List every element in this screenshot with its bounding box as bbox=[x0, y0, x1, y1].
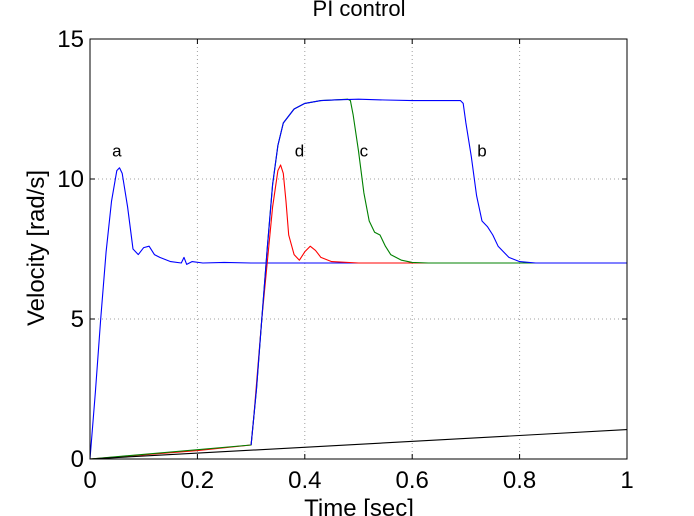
y-tick-label: 10 bbox=[57, 166, 84, 193]
annotation-d: d bbox=[295, 142, 304, 161]
grid-lines bbox=[90, 39, 627, 459]
series-line-2 bbox=[89, 164, 627, 460]
series-layer bbox=[89, 98, 628, 460]
y-axis-label: Velocity [rad/s] bbox=[23, 170, 50, 326]
x-tick-label: 0 bbox=[83, 467, 96, 494]
annotation-c: c bbox=[360, 142, 369, 161]
y-tick-label: 0 bbox=[71, 446, 84, 473]
y-tick-label: 15 bbox=[57, 26, 84, 53]
annotation-a: a bbox=[112, 142, 122, 161]
chart-title: PI control bbox=[313, 0, 406, 21]
x-tick-label: 0.8 bbox=[503, 467, 536, 494]
series-line-3 bbox=[89, 98, 627, 460]
series-line-4 bbox=[250, 98, 627, 446]
series-line-5 bbox=[89, 429, 628, 460]
x-axis-label: Time [sec] bbox=[304, 495, 414, 516]
plot-area-frame bbox=[89, 38, 628, 460]
annotation-b: b bbox=[477, 142, 486, 161]
series-line-1 bbox=[89, 167, 627, 460]
x-tick-label: 0.6 bbox=[396, 467, 429, 494]
x-tick-label: 1 bbox=[620, 467, 633, 494]
y-tick-label: 5 bbox=[71, 306, 84, 333]
x-tick-label: 0.2 bbox=[181, 467, 214, 494]
x-tick-label: 0.4 bbox=[288, 467, 321, 494]
